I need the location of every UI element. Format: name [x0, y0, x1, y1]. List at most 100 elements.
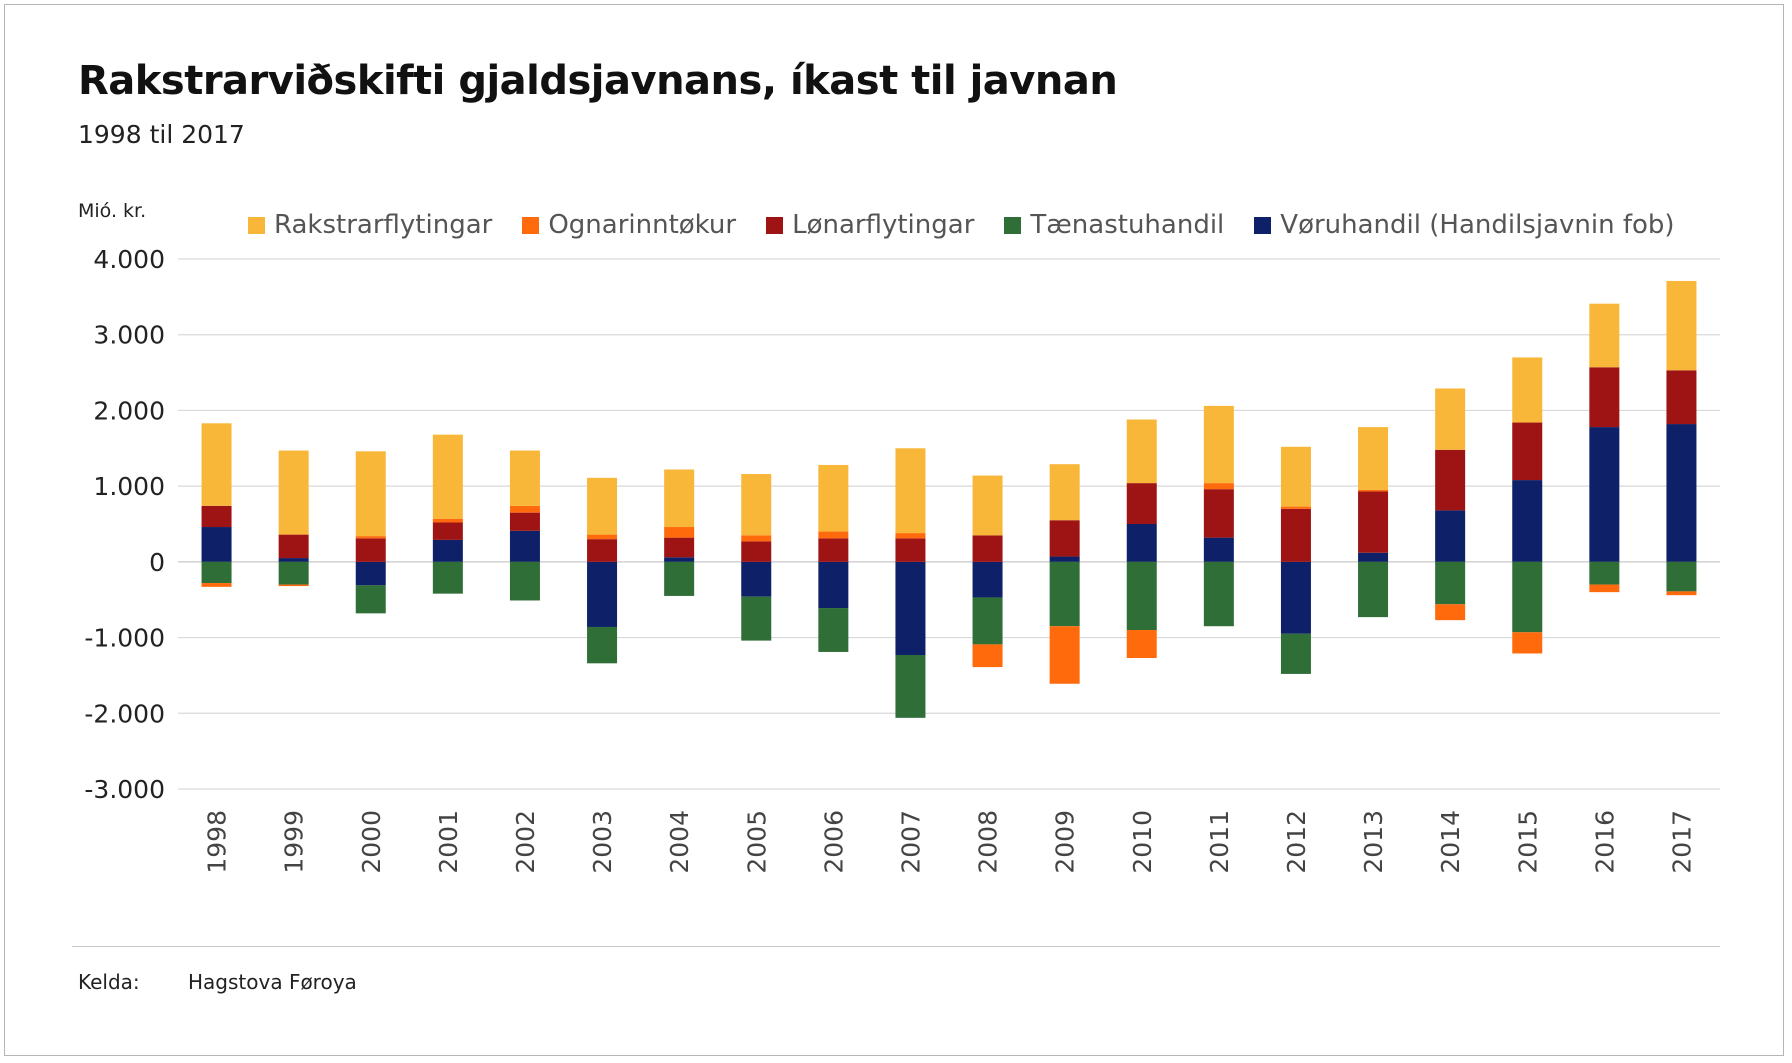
- bar-segment: [509, 530, 540, 562]
- y-tick-label: -2.000: [84, 699, 165, 728]
- x-tick-label: 2007: [896, 810, 925, 874]
- bar-segment: [972, 535, 1003, 562]
- bar-segment: [1358, 561, 1389, 618]
- chart-subtitle: 1998 til 2017: [78, 120, 245, 149]
- legend-swatch: [1004, 216, 1022, 234]
- bar-segment: [664, 537, 695, 558]
- bar-segment: [741, 541, 772, 562]
- bar-segment: [201, 583, 232, 587]
- bar-segment: [355, 585, 386, 614]
- x-tick-label: 2010: [1128, 810, 1157, 874]
- bar-segment: [1435, 449, 1466, 511]
- bar-segment: [1589, 561, 1620, 585]
- bar-segment: [1049, 464, 1080, 521]
- bar-segment: [1358, 489, 1389, 492]
- bar-segment: [1435, 604, 1466, 621]
- bar-segment: [201, 423, 232, 506]
- bar-segment: [1666, 280, 1697, 371]
- y-tick-label: 2.000: [93, 396, 165, 425]
- bar-segment: [895, 533, 926, 539]
- legend-swatch: [1254, 216, 1272, 234]
- bar-segment: [432, 434, 463, 519]
- bar-segment: [1049, 556, 1080, 562]
- bar-segment: [1126, 524, 1157, 562]
- legend-label: Rakstrarflytingar: [274, 210, 493, 240]
- bar-segment: [1280, 633, 1311, 674]
- bar-segment: [1512, 422, 1543, 481]
- legend-label: Tænastuhandil: [1030, 210, 1225, 240]
- legend-item: Vøruhandil (Handilsjavnin fob): [1254, 210, 1675, 240]
- x-tick-label: 2004: [665, 810, 694, 874]
- bar-segment: [1049, 561, 1080, 627]
- bar-segment: [818, 608, 849, 652]
- bar-segment: [509, 512, 540, 531]
- bar-segment: [1049, 626, 1080, 684]
- bar-segment: [1203, 489, 1234, 538]
- bar-segment: [1512, 632, 1543, 654]
- bar-segment: [1126, 419, 1157, 484]
- bar-segment: [1203, 405, 1234, 484]
- x-tick-label: 2013: [1359, 810, 1388, 874]
- bar-segment: [895, 561, 926, 655]
- bar-segment: [1280, 506, 1311, 509]
- legend-swatch: [248, 216, 265, 234]
- bar-segment: [1589, 427, 1620, 562]
- y-tick-label: -3.000: [84, 775, 165, 804]
- bar-segment: [201, 505, 232, 528]
- bar-segment: [1280, 508, 1311, 562]
- bar-segment: [1666, 591, 1697, 596]
- source-label: Kelda:: [78, 970, 140, 994]
- bar-segment: [895, 654, 926, 718]
- x-tick-label: 2005: [742, 810, 771, 874]
- bar-segment: [1512, 357, 1543, 423]
- bar-segment: [1666, 370, 1697, 425]
- bar-segment: [818, 538, 849, 562]
- bar-segment: [278, 450, 309, 535]
- bar-segment: [278, 561, 309, 585]
- x-tick-label: 2002: [511, 810, 540, 874]
- bar-segment: [664, 561, 695, 596]
- bar-segment: [895, 538, 926, 562]
- bar-segment: [1435, 510, 1466, 562]
- x-tick-label: 2014: [1436, 810, 1465, 874]
- chart-title: Rakstrarviðskifti gjaldsjavnans, íkast t…: [78, 58, 1118, 104]
- bar-segment: [355, 536, 386, 539]
- bar-segment: [1435, 561, 1466, 605]
- bar-segment: [432, 518, 463, 523]
- bar-segment: [278, 584, 309, 587]
- bar-segment: [587, 534, 618, 540]
- bar-segment: [664, 527, 695, 538]
- x-tick-label: 2015: [1513, 810, 1542, 874]
- bar-segment: [1126, 561, 1157, 630]
- y-tick-label: 3.000: [93, 321, 165, 350]
- x-tick-label: 1998: [203, 810, 232, 874]
- bar-segment: [278, 534, 309, 559]
- x-tick-label: 2003: [588, 810, 617, 874]
- bar-segment: [972, 561, 1003, 598]
- x-tick-label: 2016: [1590, 810, 1619, 874]
- bar-segment: [741, 596, 772, 641]
- bar-segment: [1358, 552, 1389, 562]
- bar-segment: [741, 474, 772, 536]
- bar-segment: [201, 561, 232, 584]
- bar-segment: [432, 522, 463, 540]
- bar-segment: [1203, 537, 1234, 562]
- x-tick-label: 2006: [819, 810, 848, 874]
- bar-segment: [278, 558, 309, 562]
- bar-segment: [509, 505, 540, 513]
- x-tick-label: 2000: [357, 810, 386, 874]
- bar-segment: [432, 539, 463, 562]
- bar-segment: [972, 475, 1003, 536]
- x-tick-label: 2012: [1282, 810, 1311, 874]
- bar-segment: [201, 527, 232, 562]
- legend-item: Tænastuhandil: [1004, 210, 1224, 240]
- chart-legend: Rakstrarflytingar Ognarinntøkur Lønarflyti…: [248, 208, 1705, 242]
- legend-swatch: [766, 216, 784, 234]
- bar-segment: [1280, 561, 1311, 634]
- bar-segment: [587, 626, 618, 664]
- bar-segment: [818, 561, 849, 609]
- bar-segment: [1280, 446, 1311, 507]
- bar-segment: [355, 538, 386, 562]
- x-tick-label: 2009: [1051, 810, 1080, 874]
- source-value: Hagstova Føroya: [188, 970, 357, 994]
